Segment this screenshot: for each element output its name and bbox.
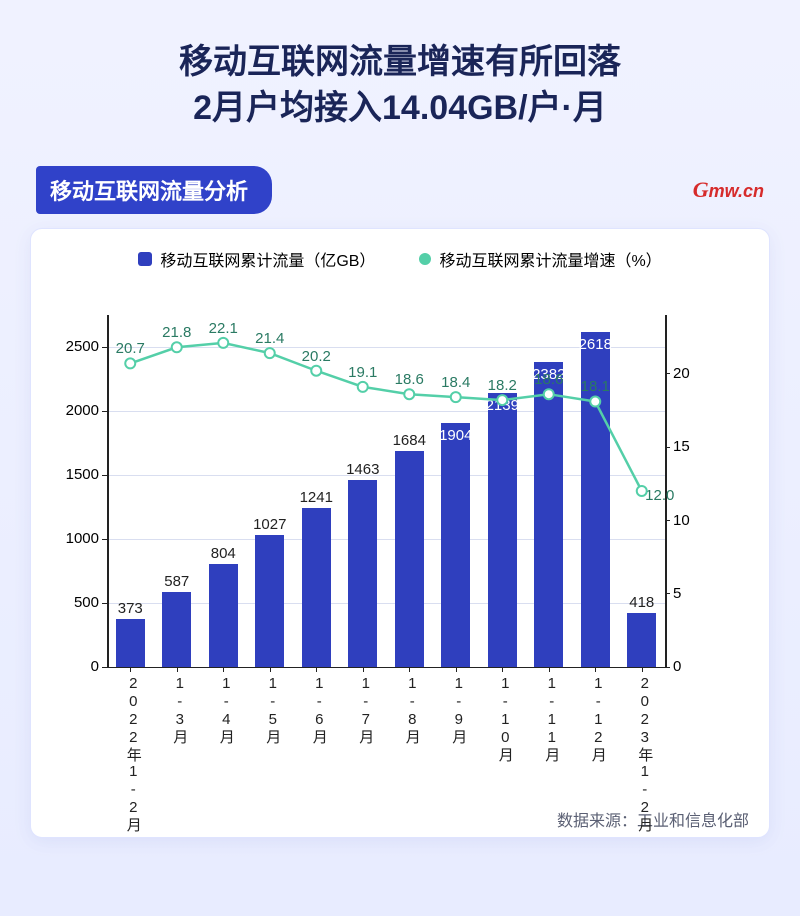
line-marker [544, 389, 554, 399]
x-tick-label: 1-3月 [169, 675, 190, 745]
line-marker [265, 348, 275, 358]
x-tick-mark [502, 667, 503, 672]
x-tick-label: 1-7月 [355, 675, 376, 745]
line-marker [311, 366, 321, 376]
legend-bar-label: 移动互联网累计流量（亿GB） [160, 247, 375, 271]
x-tick-label: 2023年1-2月 [634, 675, 655, 833]
x-tick-mark [642, 667, 643, 672]
x-tick-mark [223, 667, 224, 672]
title-line-2: 2月户均接入14.04GB/户·月 [30, 86, 770, 132]
brand-rest: mw [709, 181, 738, 201]
y-right-tick-mark [665, 667, 670, 668]
section-pill: 移动互联网流量分析 [36, 166, 272, 214]
legend: 移动互联网累计流量（亿GB） 移动互联网累计流量增速（%） [51, 247, 749, 271]
line-marker [172, 342, 182, 352]
y-right-tick: 15 [673, 438, 690, 455]
x-tick-mark [177, 667, 178, 672]
y-right-tick: 10 [673, 512, 690, 529]
x-tick-mark [549, 667, 550, 672]
line-marker [358, 382, 368, 392]
line-marker [125, 358, 135, 368]
chart-area: 050010001500200025000510152037320.758721… [51, 287, 749, 797]
y-right-tick: 5 [673, 585, 681, 602]
page-title: 移动互联网流量增速有所回落 2月户均接入14.04GB/户·月 [30, 40, 770, 132]
x-labels: 2022年1-2月1-3月1-4月1-5月1-6月1-7月1-8月1-9月1-1… [107, 675, 665, 805]
plot: 050010001500200025000510152037320.758721… [107, 315, 665, 667]
y-left-tick: 1000 [66, 530, 99, 547]
x-tick-mark [316, 667, 317, 672]
x-tick-mark [595, 667, 596, 672]
legend-line: 移动互联网累计流量增速（%） [419, 247, 661, 271]
x-tick-mark [130, 667, 131, 672]
x-tick-label: 1-8月 [402, 675, 423, 745]
x-tick-label: 1-5月 [262, 675, 283, 745]
x-tick-label: 1-11月 [541, 675, 562, 763]
legend-bar: 移动互联网累计流量（亿GB） [138, 247, 375, 271]
x-tick-mark [409, 667, 410, 672]
x-tick-label: 1-10月 [495, 675, 516, 763]
x-tick-label: 2022年1-2月 [123, 675, 144, 833]
y-right-tick: 20 [673, 365, 690, 382]
line-marker [218, 338, 228, 348]
line-marker [404, 389, 414, 399]
brand-g: G [693, 177, 709, 202]
y-left-tick: 2000 [66, 402, 99, 419]
brand-logo: Gmw.cn [693, 177, 764, 203]
x-tick-mark [456, 667, 457, 672]
title-line-1: 移动互联网流量增速有所回落 [30, 40, 770, 86]
y-left-tick: 500 [74, 594, 99, 611]
brand-sub: .cn [738, 181, 764, 201]
legend-line-label: 移动互联网累计流量增速（%） [439, 247, 661, 271]
chart-card: 移动互联网累计流量（亿GB） 移动互联网累计流量增速（%） 0500100015… [30, 228, 770, 838]
x-tick-label: 1-12月 [588, 675, 609, 763]
y-left-tick: 2500 [66, 338, 99, 355]
x-tick-label: 1-4月 [216, 675, 237, 745]
x-tick-label: 1-9月 [448, 675, 469, 745]
x-axis [107, 667, 665, 669]
page: 移动互联网流量增速有所回落 2月户均接入14.04GB/户·月 移动互联网流量分… [0, 0, 800, 916]
line-marker [497, 395, 507, 405]
legend-line-swatch [419, 253, 431, 265]
line-marker [451, 392, 461, 402]
x-tick-mark [270, 667, 271, 672]
line-marker [590, 396, 600, 406]
x-tick-mark [363, 667, 364, 672]
section-row: 移动互联网流量分析 Gmw.cn [30, 166, 770, 214]
y-right-tick: 0 [673, 658, 681, 675]
y-left-tick: 1500 [66, 466, 99, 483]
x-tick-label: 1-6月 [309, 675, 330, 745]
line-series [107, 315, 665, 667]
line-marker [637, 486, 647, 496]
legend-bar-swatch [138, 252, 152, 266]
y-left-tick: 0 [91, 658, 99, 675]
